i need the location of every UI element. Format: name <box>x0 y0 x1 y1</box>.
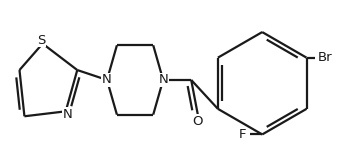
Text: N: N <box>63 108 72 121</box>
Text: Br: Br <box>318 51 333 64</box>
Text: N: N <box>158 74 168 86</box>
Text: N: N <box>102 74 112 86</box>
Text: F: F <box>239 128 246 141</box>
Text: O: O <box>193 115 203 128</box>
Text: S: S <box>37 34 45 47</box>
